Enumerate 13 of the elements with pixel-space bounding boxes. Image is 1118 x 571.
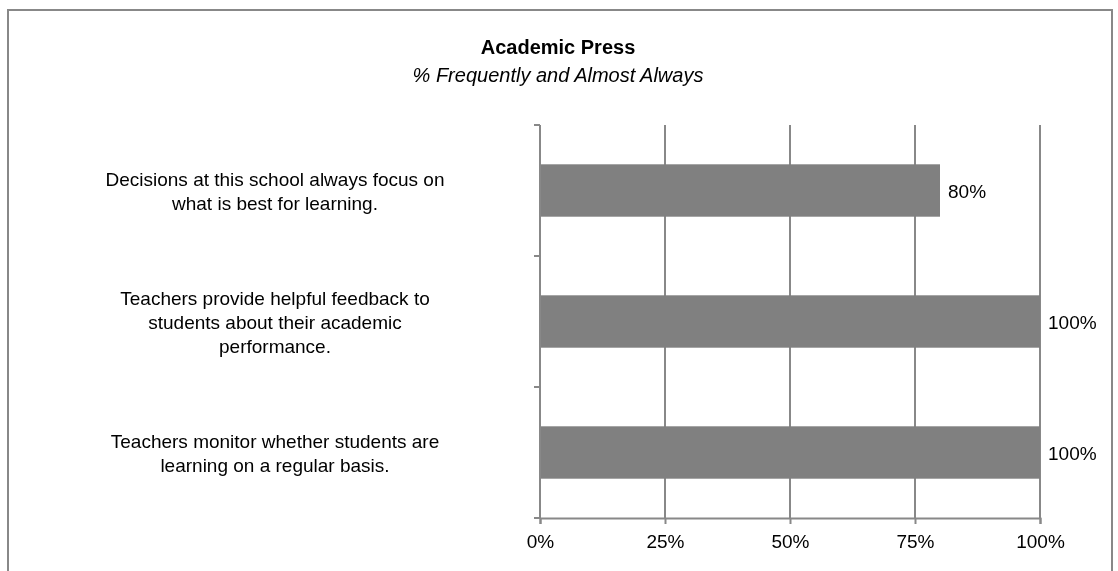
x-tick-label: 75% [896, 530, 935, 552]
y-tick-label: Decisions at this school always focus on what is best for learning. [105, 168, 445, 214]
x-tick-label: 0% [526, 530, 555, 552]
x-tick-label: 25% [646, 530, 685, 552]
data-label: 100% [1048, 442, 1097, 464]
chart-title: Academic Press [480, 36, 636, 58]
x-tick-label: 100% [1016, 530, 1065, 552]
data-label: 100% [1048, 311, 1097, 333]
x-tick-label: 50% [771, 530, 810, 552]
chart-subtitle: % Frequently and Almost Always [412, 64, 704, 86]
y-tick-label: Teachers monitor whether students are learning on a regular basis. [110, 430, 440, 476]
y-tick-label: Teachers provide helpful feedback to students about their academic performance. [120, 287, 430, 357]
data-label: 80% [948, 180, 987, 202]
